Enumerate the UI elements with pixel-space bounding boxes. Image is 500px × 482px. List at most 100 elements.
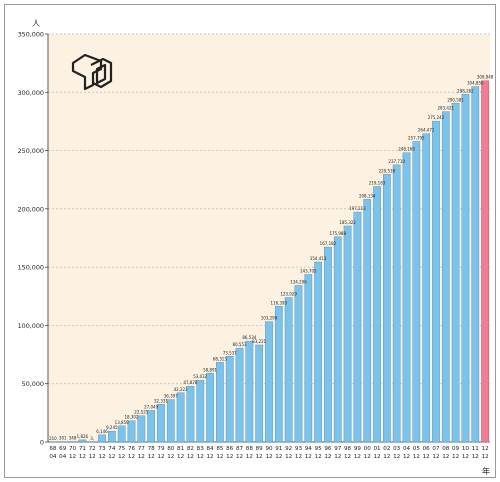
x-tick-label: 12 — [256, 454, 263, 460]
x-tick-label: 12 — [432, 454, 439, 460]
y-axis-ticks: 0 50,000 100,000 150,000 200,000 250,000 300,0… — [18, 31, 48, 447]
x-tick-label: 12 — [403, 454, 410, 460]
data-label: 348 — [69, 436, 77, 441]
data-label: 36,397 — [164, 394, 178, 399]
x-tick-label: 12 — [246, 454, 253, 460]
bar — [157, 404, 165, 443]
data-label: 9,245 — [106, 425, 118, 430]
bar — [314, 261, 322, 443]
x-tick-label: 83 — [197, 446, 205, 452]
data-label: 167,182 — [320, 241, 337, 246]
x-tick-label: 89 — [256, 446, 264, 452]
x-tick-label: 05 — [413, 446, 421, 452]
x-tick-label: 99 — [354, 446, 362, 452]
bar — [196, 379, 205, 443]
x-tick-label: 72 — [89, 446, 96, 452]
x-tick-label: 12 — [462, 454, 469, 460]
bar — [304, 274, 313, 443]
bar — [245, 340, 254, 443]
x-tick-label: 12 — [167, 454, 174, 460]
x-tick-label: 12 — [364, 454, 371, 460]
x-tick-label: 01 — [373, 446, 381, 452]
bar — [98, 434, 106, 443]
x-tick-label: 12 — [482, 454, 489, 460]
x-tick-label: 12 — [472, 454, 479, 460]
x-tick-label: 12 — [315, 454, 322, 460]
data-label: 219,183 — [369, 180, 386, 185]
y-tick-label: 300,000 — [18, 89, 44, 97]
x-tick-label: 04 — [59, 454, 67, 460]
data-label: 134,296 — [290, 279, 307, 284]
x-tick-label: 82 — [187, 446, 194, 452]
bar — [402, 152, 411, 443]
bar — [383, 174, 391, 443]
data-label: 298,262 — [457, 88, 474, 93]
data-label: 116,393 — [271, 300, 288, 305]
data-label: 229,539 — [379, 168, 396, 173]
data-label: 86,534 — [242, 335, 256, 340]
x-tick-label: 12 — [138, 454, 145, 460]
x-tick-label: 12 — [226, 454, 233, 460]
x-tick-label: 87 — [236, 446, 244, 452]
data-label: 208,134 — [359, 193, 376, 198]
data-label: 123,929 — [280, 292, 297, 297]
bar — [451, 103, 460, 443]
x-tick-label: 12 — [275, 454, 282, 460]
bar — [137, 415, 146, 443]
x-tick-label: 12 — [157, 454, 164, 460]
x-tick-label: 86 — [226, 446, 234, 452]
data-label: 32,331 — [154, 398, 168, 403]
x-tick-label: 12 — [305, 454, 312, 460]
x-tick-label: 12 — [393, 454, 400, 460]
x-tick-label: 12 — [108, 454, 115, 460]
bar — [255, 344, 264, 443]
bar — [392, 164, 401, 443]
data-label: 290,581 — [447, 97, 464, 102]
x-tick-label: 10 — [462, 446, 470, 452]
bar — [422, 133, 430, 443]
x-axis-unit-label: 年 — [482, 466, 490, 476]
data-label: 304,856 — [467, 81, 484, 86]
bar — [294, 285, 303, 443]
x-tick-label: 98 — [344, 446, 352, 452]
x-tick-label: 08 — [442, 446, 450, 452]
x-tick-label: 12 — [128, 454, 135, 460]
x-tick-label: 12 — [79, 454, 86, 460]
x-tick-label: 78 — [148, 446, 156, 452]
x-tick-label: 06 — [423, 446, 431, 452]
x-tick-label: 12 — [482, 446, 489, 452]
bar — [284, 297, 293, 443]
x-tick-label: 12 — [148, 454, 155, 460]
data-label: 83,221 — [252, 339, 266, 344]
bars — [49, 80, 489, 443]
data-label: 68,313 — [213, 356, 227, 361]
x-tick-label: 75 — [118, 446, 126, 452]
x-tick-label: 80 — [167, 446, 175, 452]
x-tick-label: 68 — [49, 446, 57, 452]
data-label: 248,168 — [398, 147, 415, 152]
x-tick-label: 12 — [373, 454, 380, 460]
x-tick-label: 03 — [393, 446, 401, 452]
x-tick-label: 12 — [334, 454, 341, 460]
data-label: 175,988 — [329, 231, 346, 236]
data-label: 197,213 — [349, 206, 366, 211]
x-tick-label: 73 — [98, 446, 106, 452]
x-tick-label: 07 — [432, 446, 440, 452]
bar — [353, 211, 362, 443]
x-tick-label: 88 — [246, 446, 254, 452]
x-tick-label: 12 — [354, 454, 361, 460]
y-tick-label: 150,000 — [18, 264, 44, 272]
x-tick-label: 97 — [334, 446, 342, 452]
x-tick-label: 12 — [207, 454, 214, 460]
x-tick-label: 04 — [49, 454, 57, 460]
x-tick-label: 91 — [275, 446, 283, 452]
x-tick-label: 94 — [305, 446, 313, 452]
bar — [363, 199, 372, 443]
data-label: 103,298 — [261, 316, 278, 321]
bar — [235, 347, 244, 443]
x-tick-label: 81 — [177, 446, 185, 452]
x-tick-label: 12 — [442, 454, 449, 460]
data-label: 237,710 — [388, 159, 405, 164]
bar — [274, 306, 283, 443]
data-label: 309,948 — [477, 75, 494, 80]
